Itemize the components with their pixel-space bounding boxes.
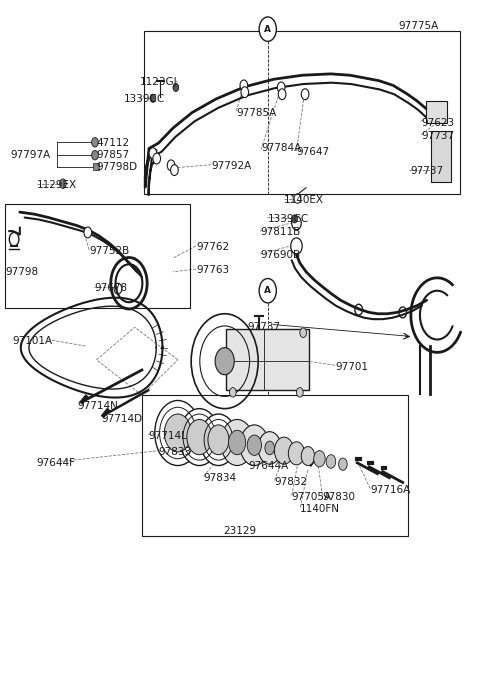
Circle shape [208, 425, 229, 455]
Text: 97763: 97763 [196, 265, 229, 276]
Circle shape [221, 420, 253, 466]
Text: 97701: 97701 [336, 362, 369, 371]
Circle shape [301, 447, 315, 466]
Circle shape [167, 160, 175, 171]
Text: A: A [264, 287, 271, 295]
Circle shape [275, 437, 294, 464]
Circle shape [240, 80, 248, 91]
Text: 97737: 97737 [422, 131, 455, 141]
Circle shape [200, 414, 237, 466]
Text: 97785A: 97785A [236, 107, 276, 117]
Text: 1140FN: 1140FN [300, 504, 340, 514]
Circle shape [241, 87, 249, 98]
Circle shape [259, 17, 276, 41]
Text: 97690B: 97690B [260, 251, 300, 261]
Circle shape [60, 179, 66, 188]
Text: 97811B: 97811B [260, 227, 300, 238]
Circle shape [277, 82, 285, 93]
Text: A: A [264, 24, 271, 34]
Text: 97832: 97832 [275, 477, 308, 487]
Text: 97833: 97833 [158, 447, 192, 457]
Text: 1339CC: 1339CC [124, 94, 166, 104]
Text: 97762: 97762 [196, 242, 229, 253]
Circle shape [300, 328, 307, 337]
Bar [93, 164, 99, 170]
Circle shape [179, 409, 219, 466]
Circle shape [259, 278, 276, 303]
Bar [426, 101, 447, 123]
Bar [142, 395, 408, 536]
Text: 97644A: 97644A [249, 460, 289, 471]
Circle shape [265, 441, 275, 455]
Circle shape [170, 165, 178, 175]
Text: 97737: 97737 [410, 166, 443, 177]
Text: 1140EX: 1140EX [284, 195, 324, 205]
Text: 97647: 97647 [297, 147, 330, 158]
Text: 97830: 97830 [323, 492, 355, 502]
Bar [144, 31, 460, 194]
Circle shape [288, 442, 305, 465]
Text: 1339CC: 1339CC [268, 214, 309, 224]
Text: 97705A: 97705A [292, 492, 332, 502]
Bar [432, 132, 451, 182]
Text: 97834: 97834 [204, 473, 237, 483]
Bar [226, 329, 310, 390]
Circle shape [240, 425, 269, 466]
Text: 97752B: 97752B [89, 246, 130, 257]
Text: 97857: 97857 [96, 150, 130, 160]
Text: 97775A: 97775A [398, 22, 438, 31]
Circle shape [155, 401, 201, 466]
Text: 1123GJ: 1123GJ [140, 77, 177, 87]
Circle shape [301, 89, 309, 100]
Text: 97714L: 97714L [148, 430, 187, 441]
Text: 97101A: 97101A [12, 336, 53, 346]
Circle shape [215, 348, 234, 375]
Text: 97623: 97623 [422, 117, 455, 128]
Text: 97714D: 97714D [101, 414, 143, 424]
Circle shape [292, 215, 298, 223]
Text: 23129: 23129 [223, 526, 257, 536]
Text: 97678: 97678 [94, 283, 127, 293]
Circle shape [229, 388, 236, 397]
Text: 97784A: 97784A [261, 143, 301, 153]
Circle shape [314, 451, 325, 467]
Circle shape [187, 420, 212, 455]
Text: 97798D: 97798D [96, 162, 138, 172]
Bar [5, 204, 190, 308]
Circle shape [92, 138, 98, 147]
Text: 97797A: 97797A [10, 150, 50, 160]
Text: 97644F: 97644F [36, 458, 75, 468]
Circle shape [278, 89, 286, 100]
Circle shape [247, 435, 262, 456]
Circle shape [228, 430, 246, 455]
Circle shape [92, 151, 98, 160]
Text: 1129EX: 1129EX [36, 180, 77, 190]
Circle shape [150, 94, 156, 103]
Circle shape [173, 84, 179, 92]
Text: 47112: 47112 [96, 138, 130, 148]
Circle shape [84, 227, 92, 238]
Circle shape [258, 432, 281, 464]
Text: 97716A: 97716A [370, 485, 410, 495]
Text: 97798: 97798 [5, 267, 38, 277]
Text: 97792A: 97792A [211, 161, 252, 171]
Text: 97714N: 97714N [77, 401, 118, 411]
Text: 97737: 97737 [247, 323, 280, 332]
Circle shape [326, 455, 336, 469]
Circle shape [149, 148, 157, 159]
Circle shape [164, 414, 191, 452]
Circle shape [153, 153, 160, 164]
Circle shape [297, 388, 303, 397]
Circle shape [338, 458, 347, 471]
